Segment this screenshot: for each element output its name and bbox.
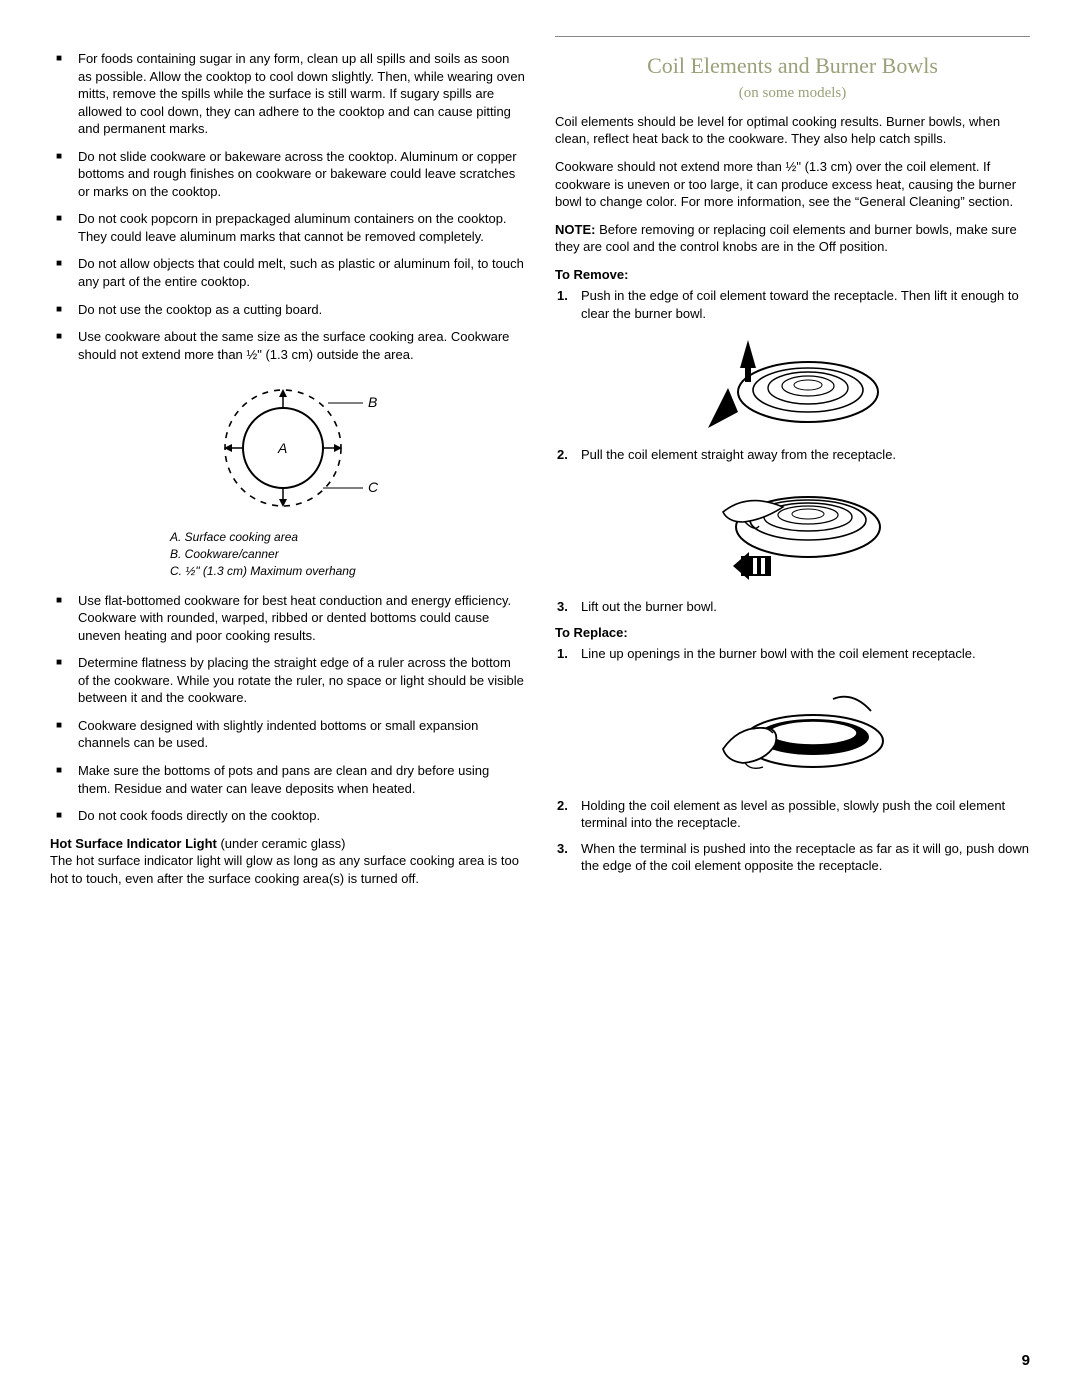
hot-surface-suffix: (under ceramic glass) [217, 836, 346, 851]
bullet-item: Do not use the cooktop as a cutting boar… [50, 301, 525, 319]
bullet-item: Do not cook foods directly on the cookto… [50, 807, 525, 825]
step-item: Pull the coil element straight away from… [555, 446, 1030, 464]
coil-pull-figure [693, 472, 893, 592]
caption-line: C. ½" (1.3 cm) Maximum overhang [170, 563, 525, 580]
coil-lift-figure [698, 330, 888, 440]
bullet-item: Do not cook popcorn in prepackaged alumi… [50, 210, 525, 245]
note-label: NOTE: [555, 222, 595, 237]
left-bullets-bottom: Use flat-bottomed cookware for best heat… [50, 592, 525, 825]
note-para: NOTE: Before removing or replacing coil … [555, 221, 1030, 256]
hot-surface-heading: Hot Surface Indicator Light (under ceram… [50, 835, 525, 853]
bullet-item: Use flat-bottomed cookware for best heat… [50, 592, 525, 645]
diagram-label-c: C [368, 479, 379, 495]
remove-steps-cont: Pull the coil element straight away from… [555, 446, 1030, 464]
intro-para-2: Cookware should not extend more than ½" … [555, 158, 1030, 211]
step-item: When the terminal is pushed into the rec… [555, 840, 1030, 875]
bullet-item: Do not slide cookware or bakeware across… [50, 148, 525, 201]
bullet-item: For foods containing sugar in any form, … [50, 50, 525, 138]
remove-steps-cont2: Lift out the burner bowl. [555, 598, 1030, 616]
diagram-label-a: A [277, 440, 287, 456]
left-column: For foods containing sugar in any form, … [50, 50, 525, 897]
page-columns: For foods containing sugar in any form, … [50, 50, 1030, 897]
caption-line: A. Surface cooking area [170, 529, 525, 546]
diagram-label-b: B [368, 394, 377, 410]
replace-steps-cont: Holding the coil element as level as pos… [555, 797, 1030, 875]
bullet-item: Use cookware about the same size as the … [50, 328, 525, 363]
hot-surface-text: The hot surface indicator light will glo… [50, 852, 525, 887]
step-item: Line up openings in the burner bowl with… [555, 645, 1030, 663]
intro-para-1: Coil elements should be level for optima… [555, 113, 1030, 148]
step-item: Lift out the burner bowl. [555, 598, 1030, 616]
bullet-item: Do not allow objects that could melt, su… [50, 255, 525, 290]
replace-steps: Line up openings in the burner bowl with… [555, 645, 1030, 663]
hot-surface-label: Hot Surface Indicator Light [50, 836, 217, 851]
bullet-item: Cookware designed with slightly indented… [50, 717, 525, 752]
remove-steps: Push in the edge of coil element toward … [555, 287, 1030, 322]
remove-heading: To Remove: [555, 266, 1030, 284]
step-item: Holding the coil element as level as pos… [555, 797, 1030, 832]
right-column: Coil Elements and Burner Bowls (on some … [555, 36, 1030, 897]
section-subtitle: (on some models) [555, 83, 1030, 103]
page-number: 9 [1022, 1351, 1030, 1371]
cookware-diagram: A B C [188, 373, 388, 523]
bowl-replace-figure [693, 671, 893, 791]
note-text: Before removing or replacing coil elemen… [555, 222, 1017, 255]
bullet-item: Make sure the bottoms of pots and pans a… [50, 762, 525, 797]
diagram-caption: A. Surface cooking area B. Cookware/cann… [170, 529, 525, 579]
replace-heading: To Replace: [555, 624, 1030, 642]
left-bullets-top: For foods containing sugar in any form, … [50, 50, 525, 363]
section-title: Coil Elements and Burner Bowls [555, 51, 1030, 81]
caption-line: B. Cookware/canner [170, 546, 525, 563]
bullet-item: Determine flatness by placing the straig… [50, 654, 525, 707]
step-item: Push in the edge of coil element toward … [555, 287, 1030, 322]
